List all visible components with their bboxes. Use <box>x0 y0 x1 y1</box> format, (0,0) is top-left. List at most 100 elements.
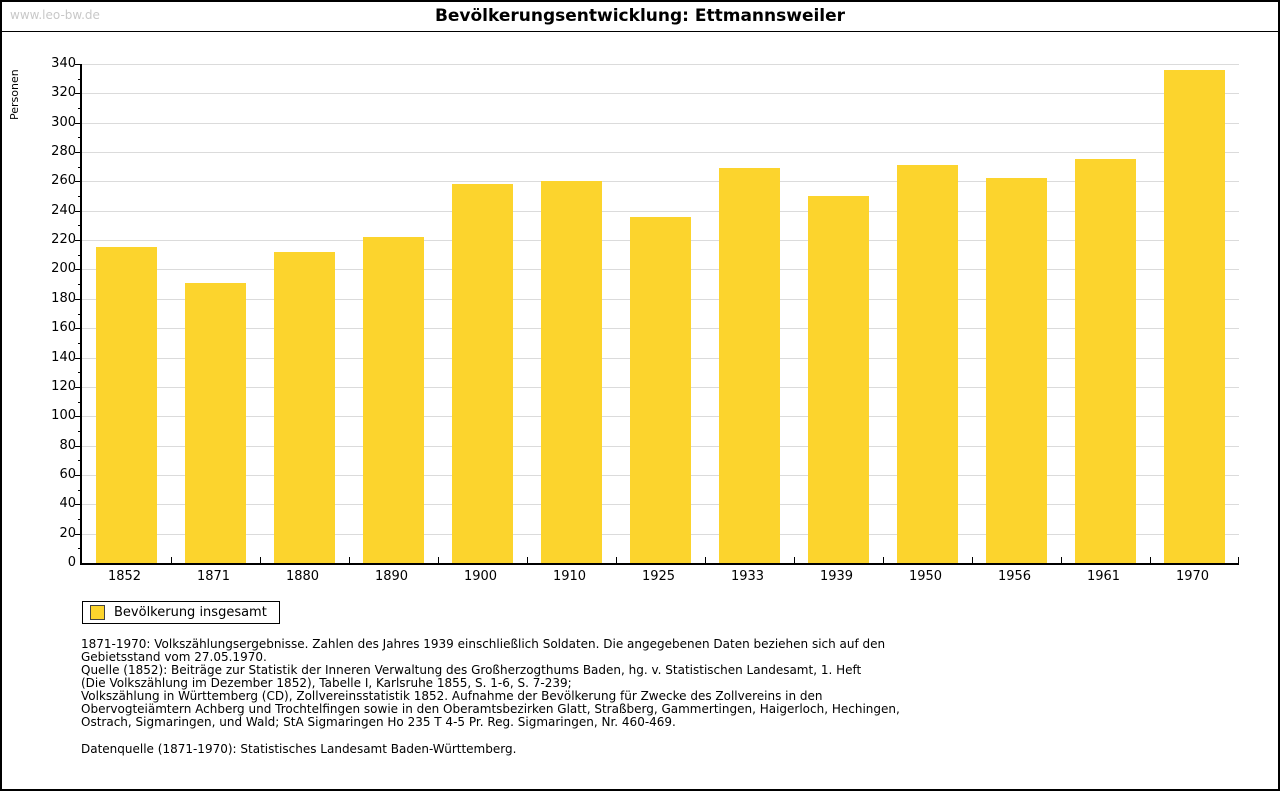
y-minor-tick-130 <box>78 372 82 374</box>
bar-1933 <box>719 168 780 563</box>
y-major-tick-100 <box>75 416 82 418</box>
bar-1939 <box>808 196 869 563</box>
y-major-tick-20 <box>75 533 82 535</box>
x-tick-1 <box>171 557 172 563</box>
y-tick-label-80: 80 <box>59 437 76 453</box>
gridline-240 <box>82 210 1239 212</box>
y-minor-tick-110 <box>78 401 82 403</box>
y-major-tick-40 <box>75 504 82 506</box>
y-major-tick-340 <box>75 64 82 65</box>
gridline-320 <box>82 93 1239 95</box>
y-tick-label-40: 40 <box>59 496 76 512</box>
y-minor-tick-90 <box>78 430 82 432</box>
y-minor-tick-170 <box>78 313 82 315</box>
y-major-tick-320 <box>75 93 82 95</box>
gridline-260 <box>82 181 1239 183</box>
bar-1890 <box>363 237 424 563</box>
x-tick-11 <box>1061 557 1062 563</box>
footnote-line-3: Quelle (1852): Beiträge zur Statistik de… <box>81 663 862 677</box>
x-tick-label-1852: 1852 <box>107 569 142 584</box>
y-tick-label-320: 320 <box>51 85 76 101</box>
y-minor-tick-210 <box>78 254 82 256</box>
y-tick-label-20: 20 <box>59 525 76 541</box>
x-tick-10 <box>972 557 973 563</box>
legend-box: Bevölkerung insgesamt <box>82 601 280 624</box>
footnotes: 1871-1970: Volkszählungsergebnisse. Zahl… <box>81 638 900 729</box>
x-tick-label-1950: 1950 <box>908 569 943 584</box>
y-major-tick-260 <box>75 181 82 183</box>
y-major-tick-300 <box>75 122 82 124</box>
y-major-tick-80 <box>75 445 82 447</box>
y-minor-tick-150 <box>78 342 82 344</box>
x-tick-label-1933: 1933 <box>730 569 765 584</box>
legend-label: Bevölkerung insgesamt <box>114 605 267 620</box>
x-tick-label-1925: 1925 <box>641 569 676 584</box>
y-minor-tick-10 <box>78 548 82 550</box>
y-minor-tick-190 <box>78 284 82 286</box>
y-tick-label-100: 100 <box>51 408 76 424</box>
bar-1961 <box>1075 159 1136 563</box>
footnote-line-7: Ostrach, Sigmaringen, und Wald; StA Sigm… <box>81 715 676 729</box>
y-minor-tick-50 <box>78 489 82 491</box>
bar-1925 <box>630 216 691 563</box>
y-tick-label-280: 280 <box>51 144 76 160</box>
y-major-tick-160 <box>75 328 82 330</box>
plot-area <box>75 64 1239 565</box>
x-tick-9 <box>883 557 884 563</box>
bar-1880 <box>274 251 335 563</box>
page-title: Bevölkerungsentwicklung: Ettmannsweiler <box>434 6 846 26</box>
y-major-tick-120 <box>75 386 82 388</box>
y-minor-tick-330 <box>78 78 82 80</box>
legend-swatch <box>90 605 105 620</box>
watermark: www.leo-bw.de <box>10 8 100 22</box>
y-minor-tick-230 <box>78 225 82 227</box>
x-tick-label-1900: 1900 <box>463 569 498 584</box>
y-major-tick-280 <box>75 152 82 154</box>
y-minor-tick-70 <box>78 460 82 462</box>
y-tick-label-140: 140 <box>51 349 76 365</box>
y-tick-label-260: 260 <box>51 173 76 189</box>
y-tick-label-160: 160 <box>51 320 76 336</box>
x-tick-label-1890: 1890 <box>374 569 409 584</box>
y-tick-label-120: 120 <box>51 378 76 394</box>
x-tick-4 <box>438 557 439 563</box>
x-tick-8 <box>794 557 795 563</box>
y-major-tick-200 <box>75 269 82 271</box>
y-minor-tick-30 <box>78 518 82 520</box>
y-tick-label-300: 300 <box>51 114 76 130</box>
footnote-line-6: Obervogteiämtern Achberg und Trochtelfin… <box>81 702 900 716</box>
bar-1950 <box>897 165 958 563</box>
y-major-tick-140 <box>75 357 82 359</box>
data-source-note: Datenquelle (1871-1970): Statistisches L… <box>81 742 517 756</box>
x-tick-label-1939: 1939 <box>819 569 854 584</box>
gridline-280 <box>82 152 1239 154</box>
bar-1871 <box>185 282 246 563</box>
y-tick-label-0: 0 <box>67 555 76 570</box>
y-tick-label-60: 60 <box>59 466 76 482</box>
y-major-tick-220 <box>75 240 82 242</box>
y-tick-label-240: 240 <box>51 202 76 218</box>
y-tick-label-340: 340 <box>51 56 76 71</box>
gridline-340 <box>82 64 1239 65</box>
x-tick-7 <box>705 557 706 563</box>
y-tick-label-200: 200 <box>51 261 76 277</box>
y-minor-tick-270 <box>78 166 82 168</box>
x-tick-2 <box>260 557 261 563</box>
footnote-line-5: Volkszählung in Württemberg (CD), Zollve… <box>81 689 823 703</box>
y-major-tick-240 <box>75 210 82 212</box>
y-major-tick-180 <box>75 298 82 300</box>
y-tick-label-180: 180 <box>51 290 76 306</box>
bar-1956 <box>986 178 1047 563</box>
bar-1900 <box>452 184 513 563</box>
chart-header: www.leo-bw.de Bevölkerungsentwicklung: E… <box>2 2 1278 32</box>
footnote-line-1: 1871-1970: Volkszählungsergebnisse. Zahl… <box>81 637 886 651</box>
gridline-300 <box>82 122 1239 124</box>
x-tick-label-1871: 1871 <box>196 569 231 584</box>
y-major-tick-60 <box>75 474 82 476</box>
y-minor-tick-310 <box>78 108 82 110</box>
x-tick-13 <box>1238 557 1239 563</box>
x-tick-label-1956: 1956 <box>997 569 1032 584</box>
bar-1852 <box>96 247 157 563</box>
bar-1970 <box>1164 69 1225 563</box>
